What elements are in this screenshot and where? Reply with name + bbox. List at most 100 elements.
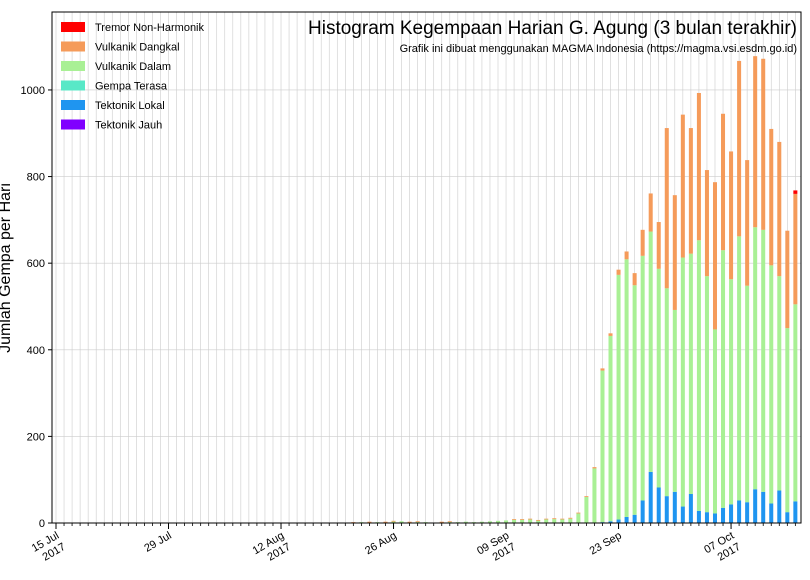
bar-segment (544, 518, 549, 520)
bar-segment (632, 273, 637, 286)
bar-segment (761, 491, 766, 523)
bar-segment (769, 128, 774, 266)
bar-segment (729, 504, 734, 523)
bar-segment (745, 160, 750, 286)
y-tick-label: 800 (27, 172, 45, 184)
bar-segment (560, 519, 565, 523)
bar-segment (536, 519, 541, 521)
bar-segment (463, 521, 468, 523)
bar-segment (648, 193, 653, 232)
bar-segment (777, 276, 782, 491)
bar-segment (688, 128, 693, 254)
bar-segment (391, 520, 396, 522)
bar-segment (552, 518, 557, 520)
bar-segment (745, 502, 750, 523)
bar-segment (648, 231, 653, 472)
y-tick-label: 0 (39, 518, 45, 530)
chart-title: Histogram Kegempaan Harian G. Agung (3 b… (308, 18, 797, 39)
bar-segment (777, 490, 782, 523)
bar-segment (584, 496, 589, 498)
bar-segment (640, 500, 645, 523)
bar-segment (721, 507, 726, 523)
bar-segment (688, 253, 693, 494)
legend-label: Vulkanik Dalam (95, 61, 171, 73)
bar-segment (544, 519, 549, 523)
legend-swatch (61, 22, 85, 32)
bar-segment (761, 58, 766, 230)
bar-segment (793, 193, 798, 305)
bar-segment (793, 190, 798, 194)
bar-segment (785, 328, 790, 513)
bar-segment (753, 56, 758, 228)
bar-segment (721, 250, 726, 508)
bar-segment (391, 521, 396, 523)
bar-segment (664, 496, 669, 523)
bar-segment (584, 497, 589, 523)
bar-segment (729, 151, 734, 280)
legend-swatch (61, 61, 85, 71)
bar-segment (680, 114, 685, 258)
bar-segment (528, 518, 533, 520)
bar-segment (552, 519, 557, 523)
bar-segment (495, 520, 501, 523)
legend-label: Tektonik Lokal (95, 100, 165, 112)
y-tick-label: 1000 (21, 85, 45, 97)
bar-segment (399, 521, 404, 523)
bar-segment (616, 519, 621, 523)
bar-segment (745, 285, 750, 503)
legend-swatch (61, 100, 85, 110)
bar-segment (536, 520, 541, 523)
bar-segment (632, 514, 637, 523)
bar-segment (704, 170, 709, 277)
bar-segment (761, 229, 766, 492)
legend-swatch (61, 41, 85, 52)
legend-label: Vulkanik Dangkal (95, 42, 180, 54)
legend-label: Tremor Non-Harmonik (95, 22, 205, 34)
legend-label: Gempa Terasa (95, 81, 168, 93)
bar-segment (504, 520, 509, 523)
bar-segment (624, 259, 629, 517)
legend-label: Tektonik Jauh (95, 120, 162, 132)
bar-segment (512, 519, 517, 523)
bar-segment (640, 255, 645, 501)
bar-segment (624, 251, 629, 260)
bar-segment (696, 92, 701, 241)
bar-segment (447, 521, 452, 523)
bar-segment (560, 518, 565, 520)
bar-segment (688, 493, 693, 523)
y-tick-label: 600 (27, 258, 45, 270)
bar-segment (656, 268, 661, 488)
bar-segment (712, 182, 718, 330)
bar-segment (600, 370, 605, 523)
bar-segment (479, 521, 484, 523)
bar-segment (712, 329, 718, 514)
bar-segment (753, 489, 758, 523)
bar-segment (367, 521, 372, 523)
bar-segment (769, 503, 774, 523)
bar-segment (407, 521, 412, 523)
y-axis: 0 200 400 600 800 1000 (21, 85, 52, 530)
bar-segment (777, 141, 782, 277)
bar-segment (704, 512, 709, 523)
bar-segment (608, 333, 613, 336)
bar-segment (680, 257, 685, 507)
y-tick-label: 200 (27, 431, 45, 443)
bar-segment (528, 519, 533, 523)
bar-segment (729, 279, 734, 505)
bar-segment (640, 229, 645, 256)
bar-segment (712, 513, 718, 523)
bar-segment (656, 222, 661, 269)
bar-segment (439, 521, 444, 523)
bar-segment (576, 513, 581, 523)
bar-segment (704, 276, 709, 513)
bar-segment (793, 304, 798, 502)
bar-segment (383, 521, 388, 523)
bar-segment (632, 285, 637, 515)
bar-segment (672, 491, 677, 523)
bar-segment (680, 506, 685, 523)
legend: Tremor Non-Harmonik Vulkanik Dangkal Vulka… (61, 22, 205, 132)
bar-segment (737, 500, 742, 523)
bar-segment (512, 519, 517, 520)
bar-segment (616, 269, 621, 275)
